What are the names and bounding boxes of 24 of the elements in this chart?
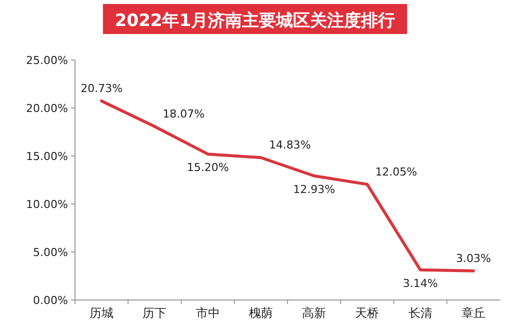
chart-title: 2022年1月济南主要城区关注度排行 xyxy=(114,11,396,31)
title: 2022年1月济南主要城区关注度排行 xyxy=(102,4,408,34)
x-tick-label: 市中 xyxy=(196,306,220,320)
data-label: 18.07% xyxy=(162,108,205,121)
y-tick-label: 15.00% xyxy=(26,150,68,163)
data-label: 12.93% xyxy=(293,182,336,196)
x-tick-label: 槐荫 xyxy=(248,306,273,320)
data-label: 15.20% xyxy=(186,161,229,174)
x-tick-label: 长清 xyxy=(408,306,432,320)
y-tick-label: 5.00% xyxy=(33,246,68,259)
data-label: 3.03% xyxy=(456,252,491,265)
x-tick-label: 高新 xyxy=(302,306,326,320)
data-label: 20.73% xyxy=(80,82,123,95)
y-tick-label: 25.00% xyxy=(26,54,68,67)
x-tick-label: 天桥 xyxy=(355,306,380,320)
y-tick-label: 20.00% xyxy=(26,102,68,115)
x-tick-label: 历城 xyxy=(90,306,114,320)
data-label: 3.14% xyxy=(402,276,438,290)
x-tick-label: 章丘 xyxy=(461,306,486,320)
data-label: 14.83% xyxy=(268,138,311,152)
x-tick-label: 历下 xyxy=(142,306,167,320)
y-tick-label: 10.00% xyxy=(26,198,68,211)
data-label: 12.05% xyxy=(375,165,418,178)
y-tick-label: 0.00% xyxy=(33,294,68,307)
